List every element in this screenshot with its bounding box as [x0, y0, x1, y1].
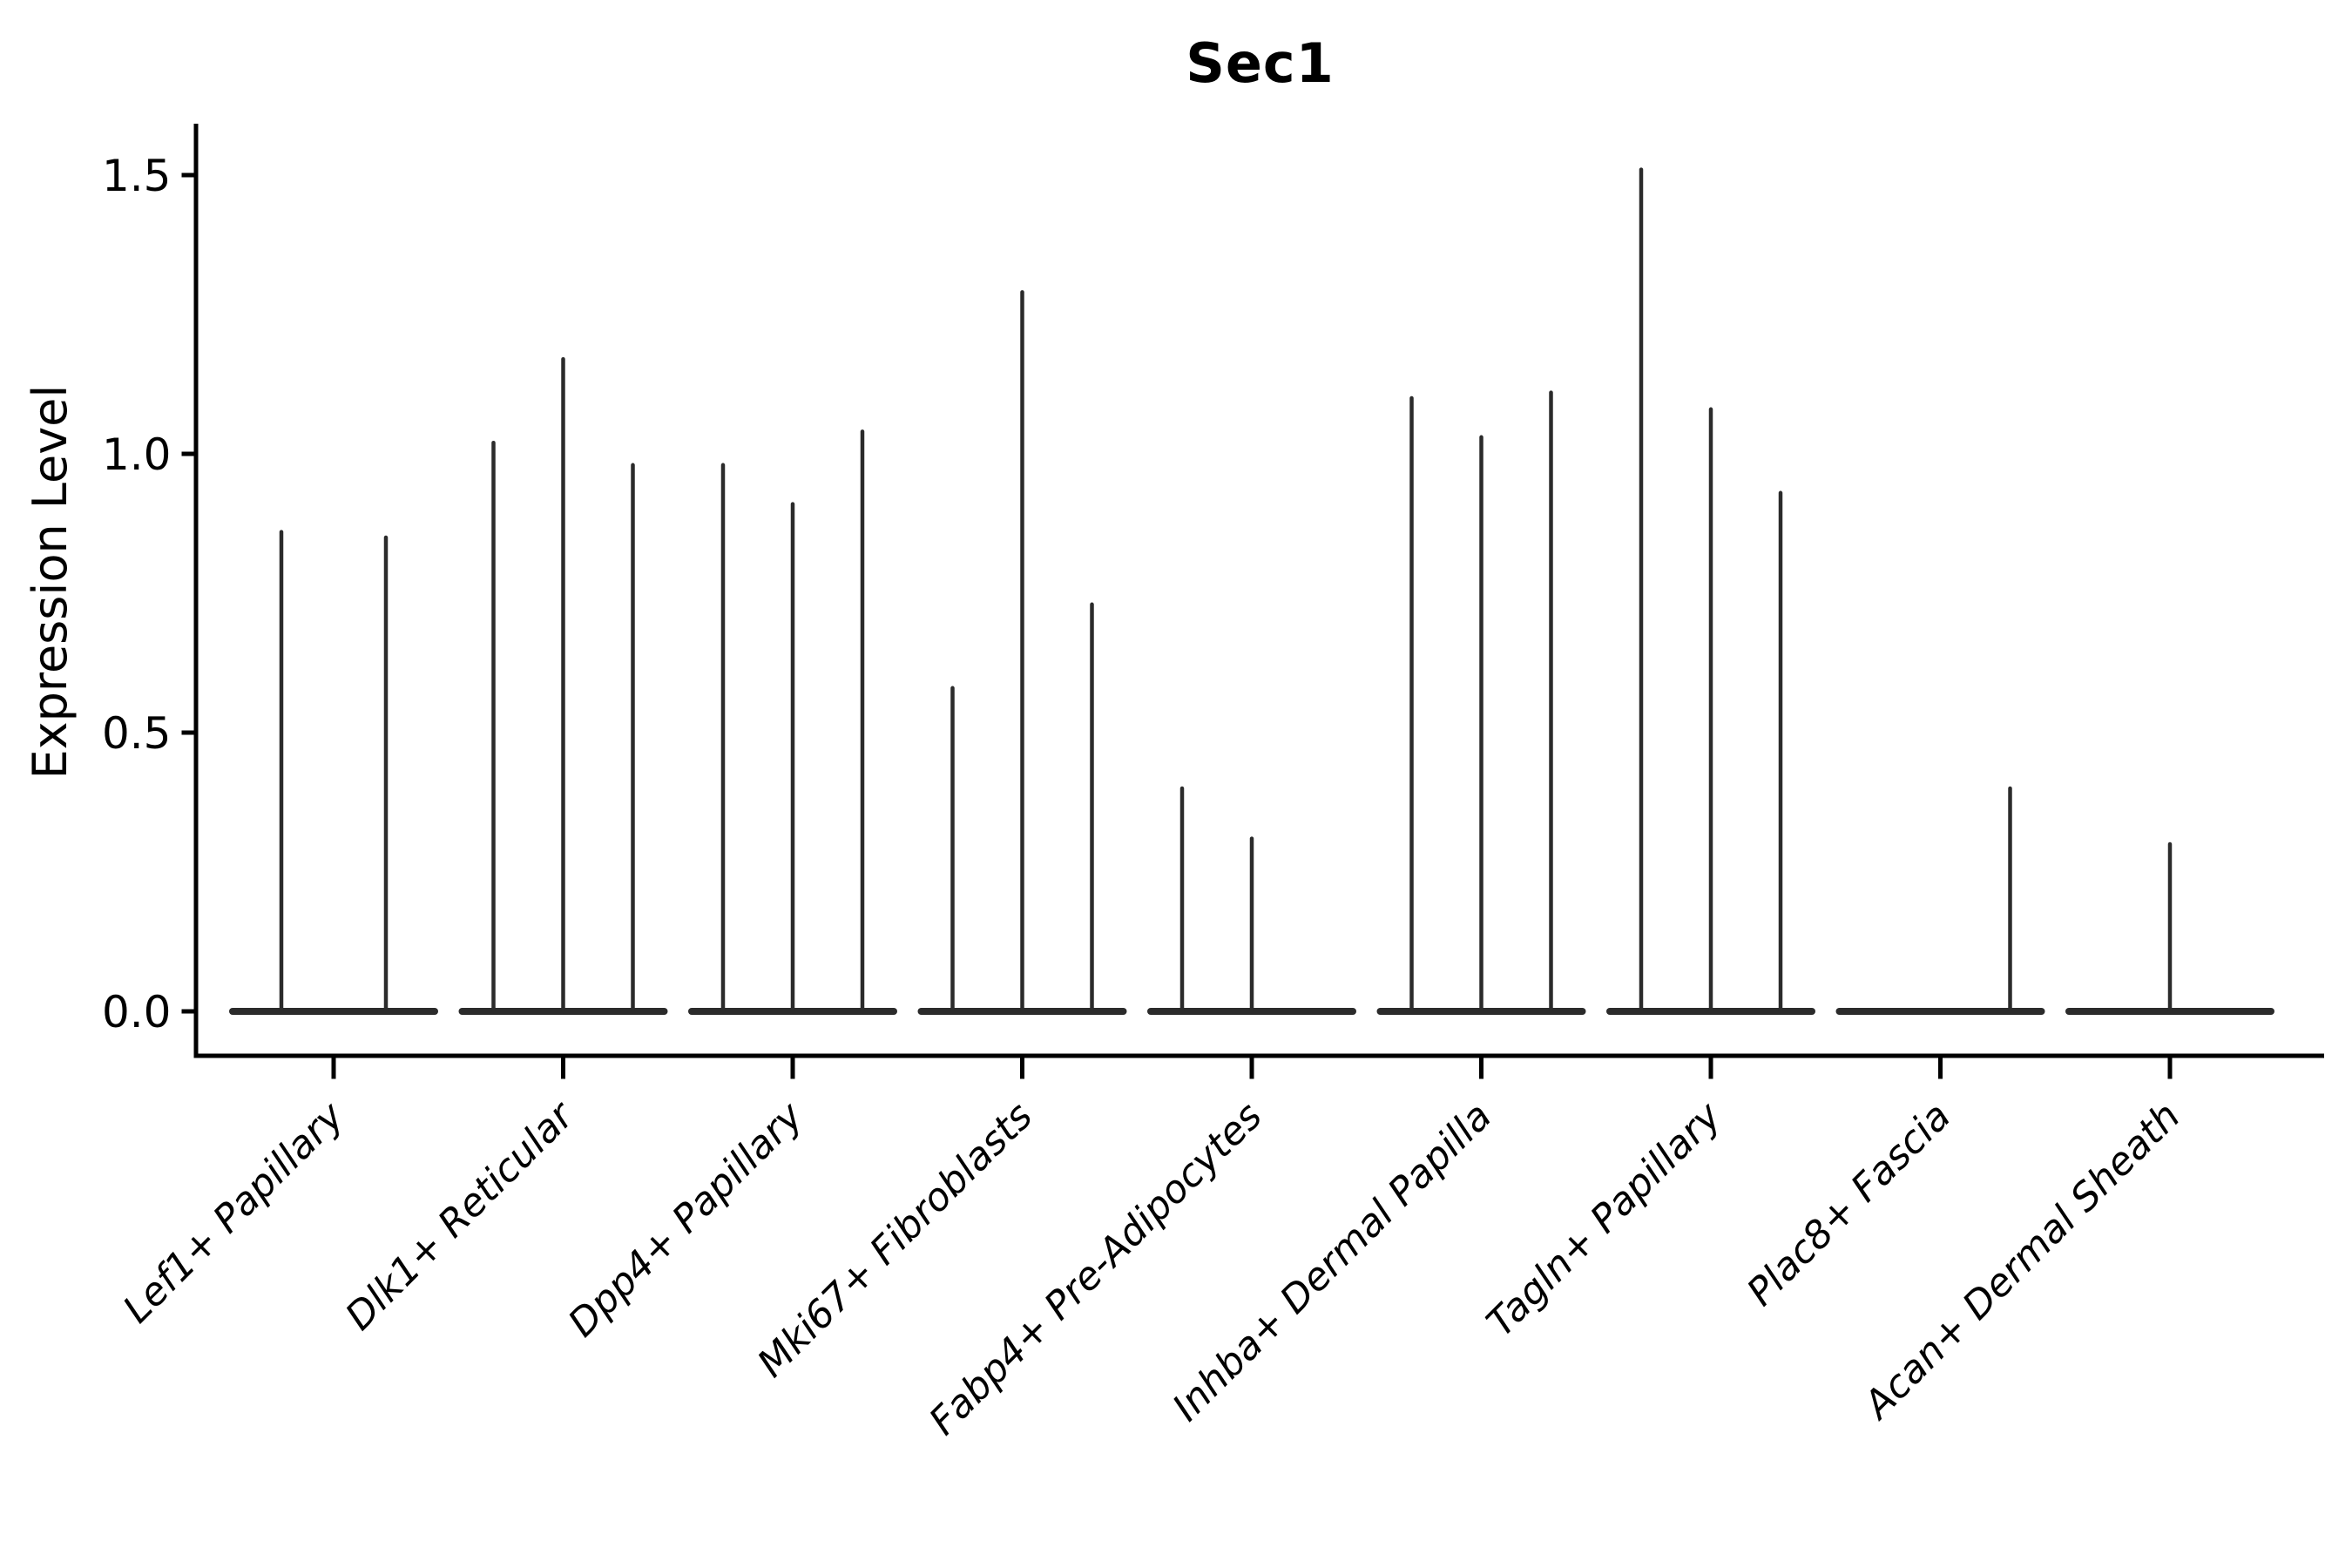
y-tick-label: 1.0: [102, 429, 172, 480]
x-category-label: Lef1+ Papillary: [115, 1093, 354, 1332]
plot-title: Sec1: [1186, 31, 1335, 95]
violin-baseline: [229, 1008, 438, 1015]
x-category-label: Dlk1+ Reticular: [337, 1092, 584, 1339]
y-tick-label: 0.0: [102, 987, 172, 1037]
x-category-label: Plac8+ Fascia: [1739, 1094, 1959, 1315]
y-tick-label: 0.5: [102, 708, 172, 759]
violin-baseline: [1835, 1008, 2045, 1015]
y-tick-label: 1.5: [102, 151, 172, 201]
x-category-label: Dpp4+ Papillary: [560, 1093, 813, 1346]
x-category-label: Tagln+ Papillary: [1478, 1093, 1730, 1345]
